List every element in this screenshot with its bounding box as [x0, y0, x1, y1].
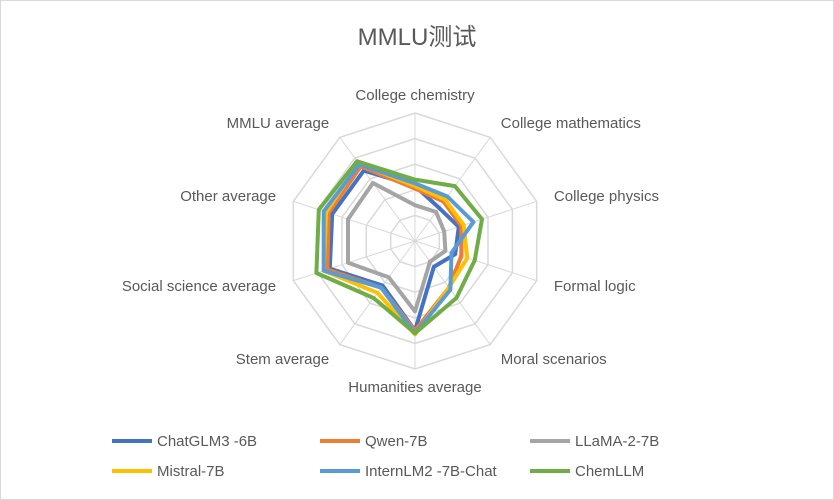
grid-spoke	[414, 200, 537, 242]
series-line	[314, 159, 484, 336]
category-label: Stem average	[236, 351, 329, 368]
grid-spoke	[414, 240, 491, 345]
legend-label: Mistral-7B	[157, 463, 225, 480]
grid-spoke	[293, 200, 416, 242]
chart-title: MMLU测试	[358, 24, 477, 51]
category-label: Social science average	[122, 278, 276, 295]
category-label: Formal logic	[554, 278, 636, 295]
category-label: College mathematics	[501, 115, 641, 132]
category-label: Moral scenarios	[501, 351, 607, 368]
legend-label: Qwen-7B	[365, 433, 428, 450]
legend-label: InternLM2 -7B-Chat	[365, 463, 498, 480]
category-label: College chemistry	[355, 87, 475, 104]
category-label: Humanities average	[348, 379, 481, 396]
series-line	[346, 181, 448, 314]
category-labels: College chemistry College mathematics Coll…	[122, 87, 659, 396]
grid-spoke	[414, 137, 491, 242]
category-label: MMLU average	[227, 115, 330, 132]
category-label: College physics	[554, 188, 659, 205]
legend: ChatGLM3 -6B Qwen-7B LLaMA-2-7B Mistral-7B I…	[112, 433, 659, 480]
series-lines	[314, 159, 484, 337]
grid-spoke	[339, 137, 416, 242]
legend-label: LLaMA-2-7B	[575, 433, 659, 450]
legend-label: ChatGLM3 -6B	[157, 433, 257, 450]
legend-label: ChemLLM	[575, 463, 644, 480]
grid-spoke	[293, 240, 416, 282]
category-label: Other average	[180, 188, 276, 205]
